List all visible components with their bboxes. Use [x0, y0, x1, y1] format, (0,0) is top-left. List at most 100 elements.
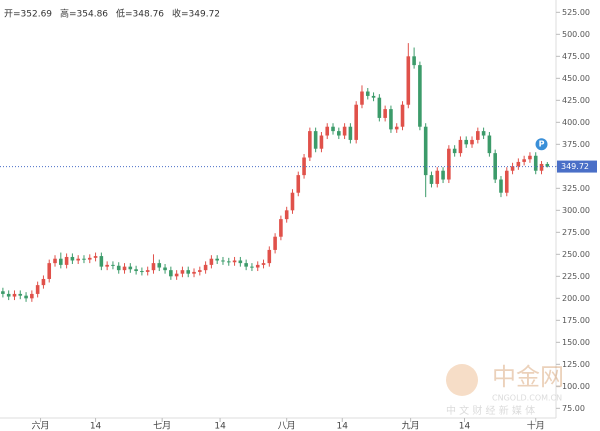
candle-body — [87, 257, 92, 260]
candle-body — [412, 56, 416, 66]
candle-body — [122, 266, 127, 271]
low-label: 低=348.76 — [116, 8, 164, 20]
candle-body — [435, 170, 440, 184]
y-tick-label: 175.00 — [562, 316, 590, 325]
candle-body — [406, 56, 411, 105]
candle-body — [487, 135, 492, 154]
candle-body — [319, 135, 324, 149]
candle-body — [365, 91, 370, 96]
y-tick-label: 325.00 — [562, 184, 590, 193]
candle-body — [325, 126, 330, 136]
x-tick-label: 14 — [459, 422, 471, 431]
candle-body — [296, 175, 301, 193]
candle-body — [464, 139, 469, 145]
candle-body — [151, 263, 156, 271]
high-label: 高=354.86 — [60, 8, 108, 20]
candle-body — [539, 163, 544, 171]
y-tick-label: 475.00 — [562, 52, 590, 61]
y-tick-label: 200.00 — [562, 294, 590, 303]
candle-body — [82, 258, 86, 260]
x-tick-label: 八月 — [278, 421, 296, 431]
candle-body — [24, 295, 28, 299]
y-tick-label: 100.00 — [562, 382, 590, 391]
open-label: 开=352.69 — [4, 9, 52, 20]
candle-body — [545, 163, 550, 167]
candle-body — [41, 278, 46, 286]
y-tick-label: 500.00 — [562, 30, 590, 39]
candle-body — [476, 131, 480, 140]
header: 开=352.69 高=354.86 低=348.76 收=349.72 — [4, 8, 220, 20]
watermark-site: CNGOLD.COM.CN — [492, 394, 562, 403]
candle-body — [6, 293, 11, 297]
candle-body — [261, 263, 266, 265]
candle-body — [174, 273, 179, 277]
y-tick-label: 425.00 — [562, 96, 590, 105]
candle-body — [394, 126, 399, 130]
candle-body — [452, 148, 457, 154]
x-tick-label: 十月 — [527, 420, 545, 431]
candle-body — [273, 236, 277, 250]
watermark-brand: 中金网 — [492, 363, 564, 391]
candle-body — [279, 219, 283, 237]
candle-body — [111, 264, 115, 266]
x-tick-label: 七月 — [153, 421, 171, 431]
candle-body — [226, 261, 231, 263]
candle-body — [354, 104, 358, 140]
candle-body — [331, 126, 335, 132]
candle-body — [30, 293, 34, 299]
candle-body — [140, 271, 144, 273]
candle-body — [163, 267, 167, 271]
candle-body — [76, 258, 80, 261]
candle-body — [447, 148, 451, 180]
marker — [535, 138, 548, 151]
candle-body — [250, 266, 254, 268]
candle-body — [1, 291, 5, 294]
candle-body — [70, 256, 75, 261]
candle-body — [203, 264, 208, 271]
x-tick-label: 14 — [90, 422, 102, 431]
y-tick-label: 250.00 — [562, 250, 590, 259]
candle-body — [105, 264, 109, 267]
candle-body — [348, 126, 353, 140]
y-tick-label: 375.00 — [562, 140, 590, 149]
y-tick-label: 125.00 — [562, 360, 590, 369]
candle-body — [302, 157, 306, 176]
y-tick-label: 275.00 — [562, 228, 590, 237]
candle-body — [342, 126, 347, 136]
last-price-box — [557, 160, 597, 173]
y-tick-label: 450.00 — [562, 74, 590, 83]
candles — [1, 43, 550, 302]
candle-body — [180, 270, 185, 274]
candle-body — [221, 260, 225, 262]
candle-body — [215, 258, 219, 261]
candle-body — [18, 293, 23, 296]
candle-body — [53, 258, 57, 264]
y-tick-label: 75.00 — [562, 404, 585, 413]
candle-body — [186, 270, 191, 274]
y-tick-label: 400.00 — [562, 118, 590, 127]
candle-body — [35, 285, 40, 294]
candle-body — [255, 264, 260, 268]
candle-body — [157, 263, 162, 268]
candle-body — [377, 97, 382, 118]
candle-body — [400, 104, 405, 127]
candle-body — [429, 175, 434, 184]
candle-body — [290, 192, 295, 211]
last-price-label: 349.72 — [561, 162, 589, 171]
candle-body — [99, 256, 104, 267]
candle-body — [284, 210, 289, 220]
candle-body — [244, 263, 248, 267]
candle-body — [458, 139, 463, 154]
watermark-logo — [446, 364, 478, 396]
watermark: 中金网 CNGOLD.COM.CN 中 文 财 经 新 媒 体 — [446, 363, 564, 417]
candle-body — [528, 155, 532, 160]
candle-body — [198, 270, 202, 272]
candle-body — [267, 249, 272, 264]
candle-body — [308, 131, 312, 158]
candle-body — [441, 170, 445, 180]
candle-body — [128, 266, 133, 270]
candle-body — [371, 95, 376, 98]
candle-body — [418, 65, 422, 127]
watermark-slogan: 中 文 财 经 新 媒 体 — [446, 404, 535, 417]
